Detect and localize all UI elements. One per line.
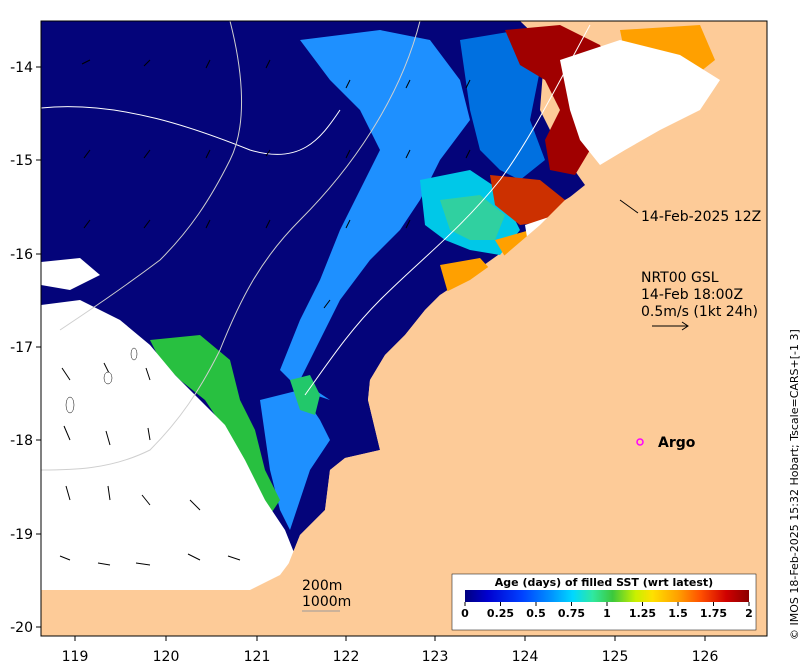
island	[103, 371, 113, 385]
track-leader-line	[619, 199, 639, 214]
lat-tick-label: -18	[10, 433, 33, 449]
lat-axis: -14 -15 -16 -17 -18 -19 -20	[10, 60, 41, 636]
lon-tick-label: 120	[153, 649, 180, 665]
lat-tick-label: -15	[10, 153, 33, 169]
lon-tick-label: 125	[602, 649, 629, 665]
colorbar-tick-label: 0.5	[526, 607, 546, 620]
colorbar-tick-label: 2	[745, 607, 753, 620]
colorbar-tick-label: 1.25	[629, 607, 656, 620]
no-data-patch-w	[41, 258, 100, 290]
lon-axis: 119 120 121 122 123 124 125 126	[62, 636, 719, 665]
plot-frame	[40, 20, 768, 637]
lat-tick-label: -19	[10, 527, 33, 543]
colorbar-tick-label: 0	[461, 607, 469, 620]
lat-tick-label: -14	[10, 60, 33, 76]
contour-200m-label: 200m	[302, 578, 342, 594]
mainland-coast	[260, 70, 767, 636]
colorbar: Age (days) of filled SST (wrt latest) 0 0…	[451, 573, 757, 631]
colorbar-title: Age (days) of filled SST (wrt latest)	[495, 576, 713, 589]
no-data-sw	[41, 300, 295, 590]
island	[130, 347, 138, 361]
colorbar-tick-label: 1.75	[700, 607, 727, 620]
colorbar-gradient	[465, 590, 749, 602]
lat-tick-label: -16	[10, 247, 33, 263]
lon-tick-label: 123	[422, 649, 449, 665]
argo-label: Argo	[658, 435, 696, 451]
current-scale-arrow	[652, 321, 689, 331]
colorbar-tick-label: 1	[603, 607, 611, 620]
lat-tick-label: -20	[10, 620, 33, 636]
current-vectors	[59, 59, 471, 566]
contour-200m	[41, 24, 591, 396]
no-data-ne	[560, 40, 720, 165]
track-date-label: 14-Feb-2025 12Z	[641, 209, 761, 225]
contour-1000m-label: 1000m	[302, 594, 351, 610]
island	[65, 396, 75, 414]
lon-tick-label: 119	[62, 649, 89, 665]
colorbar-tick-label: 0.25	[487, 607, 514, 620]
red-zone-2	[490, 175, 565, 225]
credit-text: © IMOS 18-Feb-2025 15:32 Hobart; Tscale=…	[788, 329, 801, 640]
argo-marker	[636, 438, 644, 446]
lat-tick-label: -17	[10, 340, 33, 356]
lon-tick-label: 126	[692, 649, 719, 665]
lon-tick-label: 122	[333, 649, 360, 665]
current-scale-label: 0.5m/s (1kt 24h)	[641, 304, 758, 320]
shelf-blue-zone	[280, 30, 470, 400]
lon-tick-label: 121	[244, 649, 271, 665]
current-time-label: 14-Feb 18:00Z	[641, 287, 743, 303]
colorbar-tick-label: 0.75	[558, 607, 585, 620]
colorbar-tick-label: 1.5	[668, 607, 688, 620]
shelf-blue-zone-2	[460, 30, 545, 180]
current-source-label: NRT00 GSL	[641, 270, 719, 286]
contour-1000m	[41, 21, 421, 471]
lon-tick-label: 124	[512, 649, 539, 665]
